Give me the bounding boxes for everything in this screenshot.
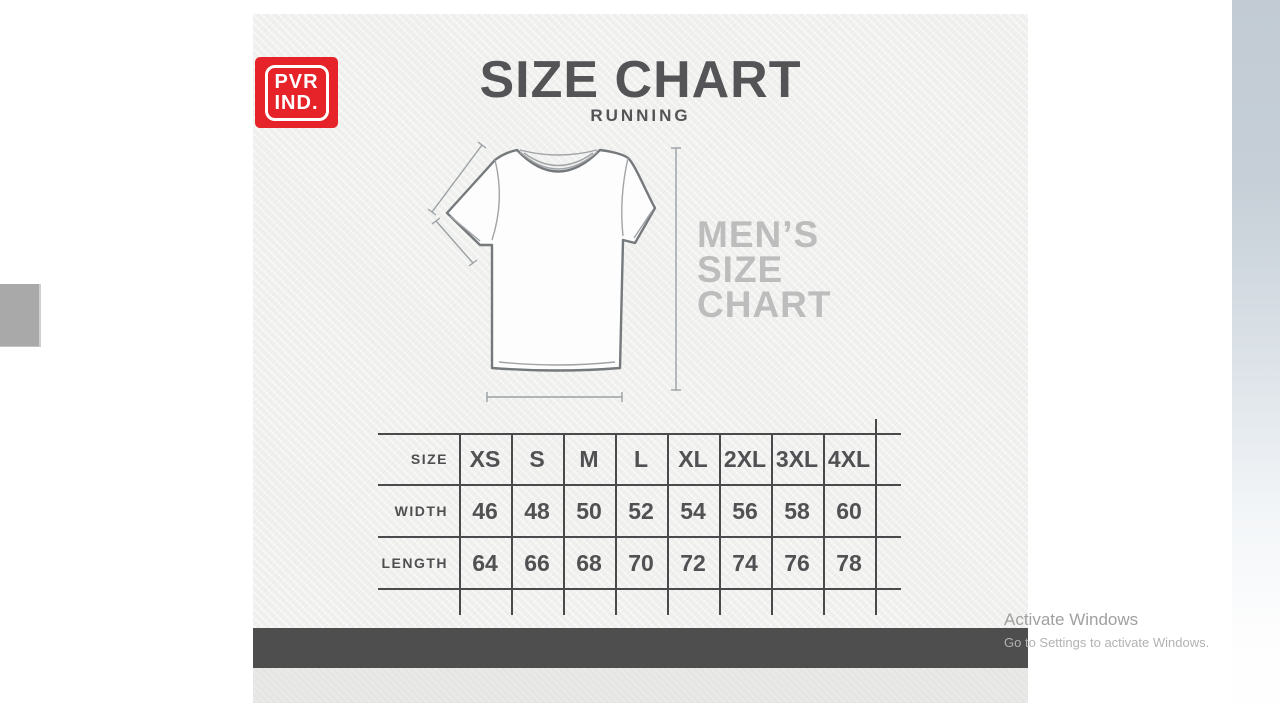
size-col-header: S: [529, 446, 545, 472]
table-grid-line: [563, 433, 565, 615]
size-chart-image: PVR IND. SIZE CHART RUNNING: [253, 14, 1028, 703]
heading-line-1: MEN’S: [697, 214, 820, 255]
width-value: 54: [680, 498, 706, 524]
size-col-header: XS: [469, 446, 501, 472]
size-col-header: 4XL: [827, 446, 871, 472]
length-value: 78: [836, 550, 862, 576]
length-value: 66: [524, 550, 550, 576]
footer-bar: [253, 628, 1028, 668]
size-col-header: M: [579, 446, 599, 472]
width-value: 52: [628, 498, 654, 524]
table-grid-line: [823, 433, 825, 615]
brand-logo: PVR IND.: [255, 57, 338, 128]
width-value: 56: [732, 498, 758, 524]
left-scrollbar-thumb[interactable]: [0, 284, 41, 347]
tshirt-diagram: [427, 141, 681, 402]
table-grid-line: [378, 484, 901, 486]
table-grid-line: [459, 433, 461, 615]
brand-logo-line2: IND.: [274, 91, 319, 114]
width-value: 48: [524, 498, 550, 524]
size-col-header: 2XL: [723, 446, 767, 472]
heading-line-2: SIZE: [697, 249, 784, 290]
table-grid-line: [771, 433, 773, 615]
mens-size-chart-heading: MEN’S SIZE CHART: [697, 214, 832, 325]
size-col-header: 3XL: [775, 446, 819, 472]
brand-logo-line1: PVR: [274, 70, 319, 93]
table-grid-line: [378, 588, 901, 590]
page-title: SIZE CHART: [479, 51, 802, 109]
table-grid-line: [719, 433, 721, 615]
length-value: 70: [628, 550, 654, 576]
row-label-width: WIDTH: [394, 503, 448, 519]
size-table: SIZE XS S M L XL 2XL 3XL 4XL WIDTH 46 48…: [378, 419, 901, 629]
length-value: 76: [784, 550, 810, 576]
length-value: 64: [472, 550, 498, 576]
table-header-size: SIZE: [410, 451, 448, 467]
table-grid-line: [667, 433, 669, 615]
watermark-title: Activate Windows: [1004, 610, 1139, 629]
row-label-length: LENGTH: [381, 555, 448, 571]
image-bottom-strip: [253, 668, 1028, 703]
width-value: 46: [472, 498, 498, 524]
width-value: 50: [576, 498, 602, 524]
table-grid-line: [378, 433, 901, 435]
width-value: 60: [836, 498, 862, 524]
width-value: 58: [784, 498, 810, 524]
brand-logo-frame: PVR IND.: [264, 64, 329, 121]
activate-windows-watermark: Activate Windows Go to Settings to activ…: [1004, 610, 1209, 650]
size-col-header: L: [633, 446, 649, 472]
length-value: 74: [732, 550, 758, 576]
right-scrollbar[interactable]: [1232, 0, 1280, 719]
length-value: 72: [680, 550, 706, 576]
tshirt-seams: [449, 149, 653, 366]
watermark-subtitle: Go to Settings to activate Windows.: [1004, 635, 1210, 650]
length-value: 68: [576, 550, 602, 576]
heading-line-3: CHART: [697, 284, 832, 325]
table-grid-line: [378, 536, 901, 538]
table-grid-line: [875, 419, 877, 615]
table-grid-line: [511, 433, 513, 615]
size-col-header: XL: [678, 446, 708, 472]
page-subtitle: RUNNING: [590, 106, 691, 125]
table-grid-line: [615, 433, 617, 615]
measurement-lines: [427, 141, 681, 402]
